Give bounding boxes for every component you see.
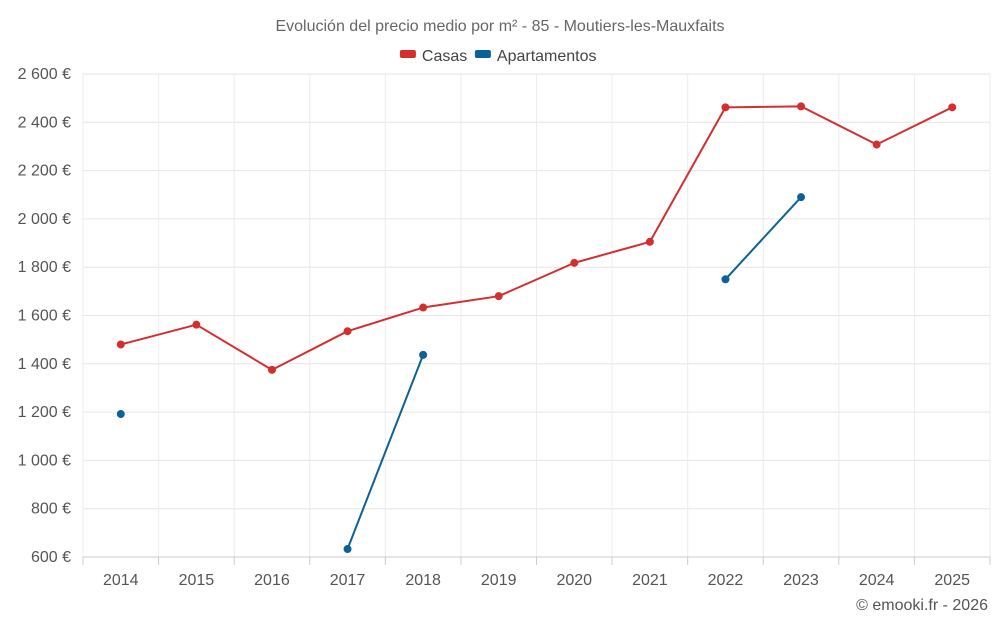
legend-label: Apartamentos bbox=[497, 48, 597, 65]
legend-item-apartamentos: Apartamentos bbox=[474, 48, 597, 65]
series-line-casas bbox=[120, 105, 953, 371]
data-point-apartamentos-2022 bbox=[721, 275, 730, 284]
x-axis: 2014 2015 2016 2017 2018 2019 2020 2021 2022 2023… bbox=[82, 556, 991, 589]
x-tick-label: 2023 bbox=[783, 572, 819, 589]
y-tick-label: 1 400 € bbox=[18, 356, 71, 373]
y-tick-label: 2 200 € bbox=[18, 163, 71, 180]
x-tick-label: 2021 bbox=[632, 572, 668, 589]
data-point-casas-2017 bbox=[343, 327, 352, 336]
x-tick-label: 2020 bbox=[556, 572, 592, 589]
data-point-apartamentos-2014 bbox=[116, 410, 125, 419]
x-tick-label: 2015 bbox=[179, 572, 215, 589]
series-casas bbox=[116, 102, 957, 374]
data-point-apartamentos-2023 bbox=[797, 193, 806, 202]
data-point-casas-2014 bbox=[116, 340, 125, 349]
data-point-casas-2020 bbox=[570, 258, 579, 267]
x-tick-label: 2022 bbox=[708, 572, 744, 589]
y-tick-label: 1 000 € bbox=[18, 452, 71, 469]
data-point-apartamentos-2018 bbox=[419, 350, 428, 359]
data-point-casas-2016 bbox=[267, 365, 276, 374]
legend-swatch bbox=[399, 50, 416, 58]
y-tick-label: 2 000 € bbox=[18, 211, 71, 228]
series-line-apartamentos bbox=[724, 196, 802, 280]
data-point-casas-2021 bbox=[645, 237, 654, 246]
data-point-casas-2024 bbox=[872, 140, 881, 149]
x-tick-label: 2016 bbox=[254, 572, 290, 589]
x-tick-label: 2019 bbox=[481, 572, 517, 589]
data-point-casas-2019 bbox=[494, 292, 503, 301]
data-point-apartamentos-2017 bbox=[343, 545, 352, 554]
legend: Casas Apartamentos bbox=[399, 48, 597, 65]
series-layer bbox=[116, 102, 957, 554]
y-tick-label: 1 800 € bbox=[18, 259, 71, 276]
x-tick-label: 2024 bbox=[859, 572, 895, 589]
x-tick-label: 2025 bbox=[934, 572, 970, 589]
legend-label: Casas bbox=[422, 48, 467, 65]
x-tick-label: 2014 bbox=[103, 572, 139, 589]
legend-swatch bbox=[474, 50, 491, 58]
y-axis: 600 € 800 € 1 000 € 1 200 € 1 400 € 1 600 € 1 … bbox=[18, 66, 71, 566]
y-tick-label: 600 € bbox=[31, 549, 71, 566]
credit-text: © emooki.fr - 2026 bbox=[856, 597, 988, 614]
y-tick-label: 1 600 € bbox=[18, 308, 71, 325]
series-line-apartamentos bbox=[346, 354, 425, 550]
data-point-casas-2015 bbox=[192, 320, 201, 329]
y-tick-label: 1 200 € bbox=[18, 404, 71, 421]
y-tick-label: 2 600 € bbox=[18, 66, 71, 83]
x-tick-label: 2018 bbox=[405, 572, 441, 589]
series-apartamentos bbox=[116, 193, 806, 554]
data-point-casas-2022 bbox=[721, 103, 730, 112]
chart-title: Evolución del precio medio por m² - 85 -… bbox=[275, 18, 724, 35]
x-tick-label: 2017 bbox=[330, 572, 366, 589]
legend-item-casas: Casas bbox=[399, 48, 467, 65]
data-point-casas-2023 bbox=[797, 102, 806, 111]
y-tick-label: 800 € bbox=[31, 501, 71, 518]
grid-lines bbox=[82, 73, 991, 558]
data-point-casas-2018 bbox=[419, 303, 428, 312]
data-point-casas-2025 bbox=[948, 103, 957, 112]
y-tick-label: 2 400 € bbox=[18, 114, 71, 131]
